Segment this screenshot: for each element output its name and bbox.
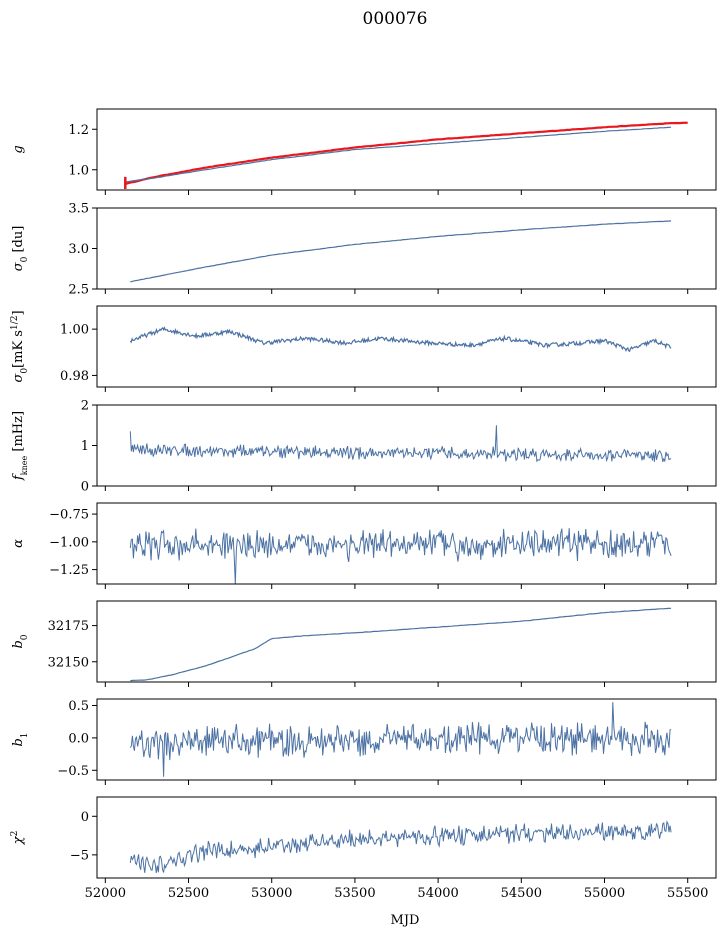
panel-3-series-1 [129,326,672,353]
panel-4: 0 1 2 fknee [mHz] [11,399,717,495]
y-tick-label: 32175 [48,619,89,634]
x-tick-label: 52000 [85,886,126,901]
panel-2-frame [96,207,717,290]
panel-1-series-2 [125,126,672,183]
panel-8-ylabel: χ2 [10,831,26,846]
x-tick-label: 53000 [251,886,292,901]
panel-1-series-1 [124,121,688,186]
y-tick-label: 2.5 [68,283,89,298]
panel-7: −0.5 0.0 0.5 b1 [11,698,717,785]
panel-2-ylabel: σ0 [du] [11,226,30,272]
panel-5-series-1 [129,528,672,584]
y-tick-label: −1.00 [49,535,89,550]
y-tick-label: 1 [81,439,89,454]
y-tick-label: −0.5 [57,764,89,779]
panel-6-ylabel: b0 [11,634,30,648]
y-tick-label: −5 [70,848,89,863]
panel-3-ylabel: σ0[mK s1/2] [10,310,30,382]
panels: 1.0 1.2 g 2.5 3.0 3.5 σ0 [du] 0.98 1.00 σ0[mK s1/… [10,108,717,901]
panel-4-ylabel: fknee [mHz] [11,411,29,481]
panel-2: 2.5 3.0 3.5 σ0 [du] [11,202,717,298]
panel-8-frame [96,796,717,879]
x-tick-label: 53500 [334,886,375,901]
panel-6-frame [96,600,717,683]
y-tick-label: 0.98 [60,369,89,384]
panel-5-ylabel: α [11,539,26,548]
y-tick-label: −1.25 [49,563,89,578]
panel-8-series-1 [129,820,672,873]
panel-6-series-1 [130,607,672,682]
x-tick-label: 55500 [667,886,708,901]
x-axis-label: MJD [391,913,420,928]
panel-4-series-1 [129,425,672,463]
y-tick-label: 0.5 [68,699,89,714]
y-tick-label: 1.0 [68,163,89,178]
panel-7-frame [96,698,717,781]
panel-7-ylabel: b1 [11,732,30,746]
y-tick-label: 0.0 [68,731,89,746]
panel-4-frame [96,404,717,487]
x-tick-label: 54000 [417,886,458,901]
y-tick-label: 32150 [48,655,89,670]
x-tick-label: 52500 [168,886,209,901]
panel-1: 1.0 1.2 g [11,108,717,195]
panel-6: 32150 32175 b0 [11,600,717,687]
panel-8: 52000 52500 53000 53500 54000 54500 55000 55500… [10,796,717,901]
y-tick-label: 3.5 [68,202,89,217]
panel-5: −1.25 −1.00 −0.75 α [11,502,717,589]
y-tick-label: 0 [81,810,89,825]
y-tick-label: 0 [81,480,89,495]
panel-3: 0.98 1.00 σ0[mK s1/2] [10,305,717,392]
panel-7-series-1 [129,702,672,777]
panel-5-frame [96,502,717,585]
panel-1-frame [96,108,717,191]
y-tick-label: −0.75 [49,508,89,523]
y-tick-label: 1.00 [60,323,89,338]
panel-3-frame [96,305,717,388]
y-tick-label: 1.2 [68,123,89,138]
y-tick-label: 3.0 [68,242,89,257]
figure-title: 000076 [363,9,428,29]
y-tick-label: 2 [81,399,89,414]
panel-2-series-1 [130,220,672,283]
x-tick-label: 55000 [584,886,625,901]
panel-1-ylabel: g [11,145,26,153]
x-tick-label: 54500 [501,886,542,901]
